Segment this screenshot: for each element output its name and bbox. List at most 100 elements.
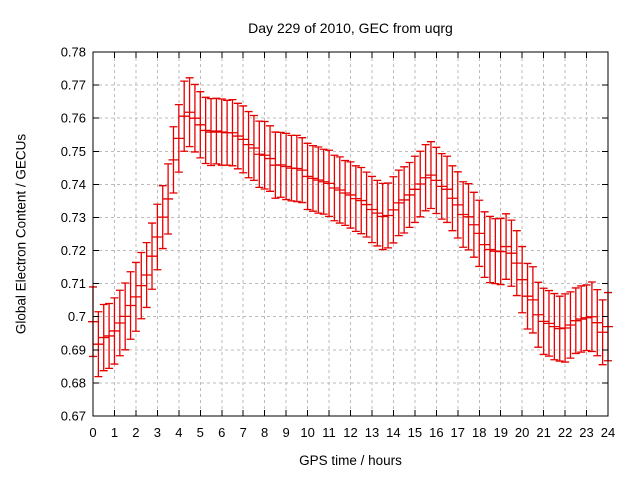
error-bar: [206, 98, 217, 167]
error-bar: [576, 285, 587, 353]
x-tick-label: 0: [89, 425, 96, 440]
error-bar: [458, 181, 469, 248]
error-bar: [189, 83, 200, 153]
error-bar: [93, 311, 104, 378]
error-bar: [484, 215, 495, 284]
error-bar: [109, 297, 120, 365]
error-bar: [114, 289, 125, 357]
x-tick-label: 11: [322, 425, 336, 440]
error-bar: [511, 230, 522, 297]
error-bar: [565, 291, 576, 359]
error-bar: [586, 281, 597, 353]
x-tick-label: 12: [343, 425, 357, 440]
error-bar: [436, 152, 447, 220]
error-bar: [270, 131, 281, 199]
error-bar: [281, 132, 292, 201]
x-tick-label: 22: [558, 425, 572, 440]
x-tick-label: 7: [240, 425, 247, 440]
error-bar: [265, 125, 276, 192]
error-bar: [425, 141, 436, 210]
error-bar: [259, 120, 270, 190]
y-tick-label: 0.74: [61, 177, 86, 192]
error-bar: [211, 97, 222, 165]
error-bar: [307, 144, 318, 212]
x-tick-label: 18: [472, 425, 486, 440]
error-bar: [468, 191, 479, 258]
error-bar: [581, 284, 592, 352]
y-tick-label: 0.73: [61, 210, 86, 225]
error-bar: [415, 150, 426, 218]
error-bar: [393, 169, 404, 237]
error-bar: [195, 91, 206, 159]
error-bar: [506, 219, 517, 287]
error-bar: [173, 103, 184, 173]
error-bar: [157, 185, 168, 250]
y-tick-label: 0.68: [61, 375, 86, 390]
x-tick-label: 9: [283, 425, 290, 440]
error-bar: [200, 96, 211, 165]
error-bar: [216, 98, 227, 166]
error-bar: [431, 146, 442, 215]
error-bar: [297, 137, 308, 204]
error-bar: [533, 281, 544, 348]
error-bar: [356, 166, 367, 235]
x-tick-label: 10: [300, 425, 314, 440]
error-bar: [232, 102, 243, 170]
x-tick-label: 3: [154, 425, 161, 440]
error-bar: [302, 142, 313, 211]
y-tick-label: 0.75: [61, 144, 86, 159]
x-tick-label: 13: [365, 425, 379, 440]
x-tick-label: 6: [218, 425, 225, 440]
error-bar: [286, 134, 297, 202]
error-bar: [549, 292, 560, 361]
error-bar: [125, 271, 136, 340]
error-bar: [495, 217, 506, 286]
error-bar: [592, 288, 603, 357]
error-bar: [345, 161, 356, 229]
error-bar: [570, 287, 581, 355]
x-tick-label: 21: [536, 425, 550, 440]
error-bar: [222, 99, 233, 166]
error-bar: [168, 126, 179, 194]
error-bar: [238, 105, 249, 174]
x-tick-label: 23: [579, 425, 593, 440]
error-bar: [130, 261, 141, 332]
error-bar: [501, 213, 512, 280]
error-bar: [147, 222, 158, 290]
y-tick-label: 0.77: [61, 78, 86, 93]
error-bar: [361, 171, 372, 238]
y-axis-label-text: Global Electron Content / GECUs: [13, 133, 29, 335]
error-bar: [447, 165, 458, 232]
chart-title: Day 229 of 2010, GEC from uqrg: [248, 20, 453, 36]
error-bar: [141, 241, 152, 309]
y-tick-label: 0.71: [61, 276, 86, 291]
error-bar: [318, 148, 329, 215]
error-bar: [350, 165, 361, 233]
error-bar: [560, 293, 571, 363]
x-tick-label: 24: [601, 425, 615, 440]
error-bar: [227, 99, 238, 167]
error-bar: [538, 287, 549, 356]
x-tick-label: 14: [386, 425, 400, 440]
error-bar: [404, 161, 415, 229]
x-tick-label: 20: [515, 425, 529, 440]
error-bar: [597, 299, 608, 366]
x-tick-label: 5: [197, 425, 204, 440]
x-tick-label: 19: [493, 425, 507, 440]
error-bar: [340, 159, 351, 227]
error-bar: [442, 155, 453, 224]
error-bar: [463, 183, 474, 251]
error-bar: [543, 289, 554, 357]
error-bar: [388, 176, 399, 244]
error-bar: [383, 182, 394, 249]
error-bar: [152, 203, 163, 271]
y-tick-label: 0.7: [68, 309, 86, 324]
error-bar: [334, 156, 345, 224]
error-bar: [313, 146, 324, 214]
error-bar: [329, 154, 340, 222]
x-axis-label: GPS time / hours: [299, 453, 402, 468]
error-bar: [254, 120, 265, 188]
error-bar: [420, 144, 431, 212]
